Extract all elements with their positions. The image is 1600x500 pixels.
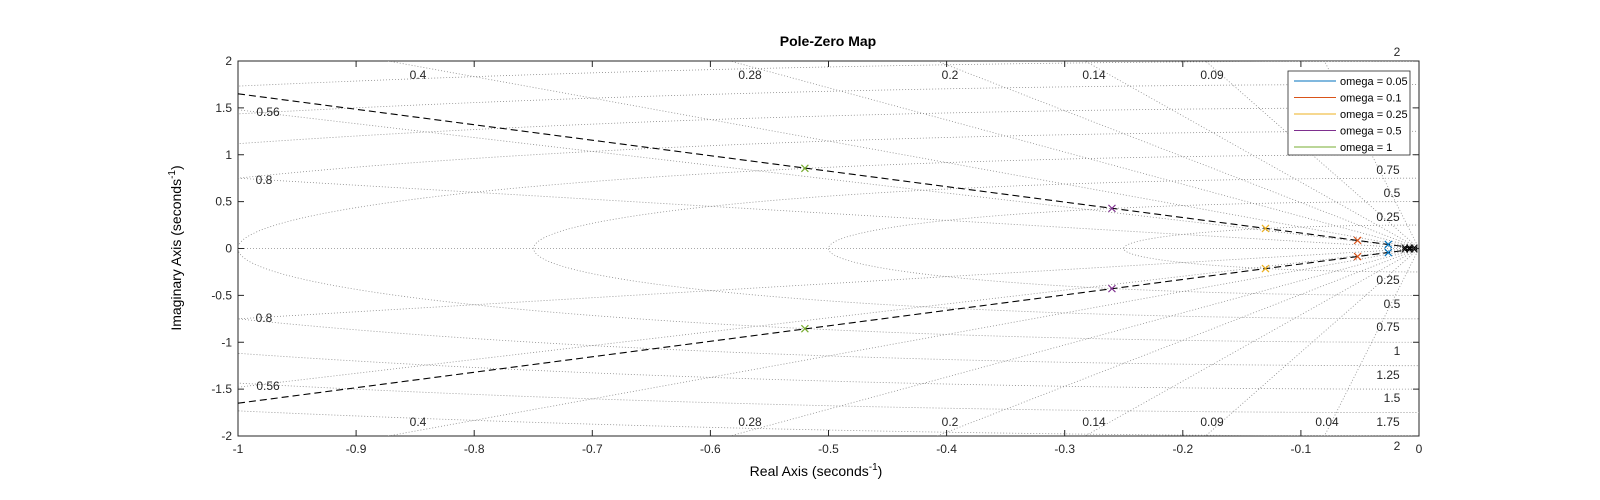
x-tick-label: 0 <box>1416 442 1423 456</box>
origin-pole-marker <box>1406 244 1413 251</box>
damping-ray <box>936 248 1419 436</box>
damping-ray <box>238 177 1419 249</box>
pole-marker <box>1108 284 1116 293</box>
damping-ray <box>238 109 1419 249</box>
frequency-label: 0.75 <box>1376 320 1400 334</box>
damping-label: 0.56 <box>256 379 280 393</box>
origin-pole-marker <box>1406 246 1413 253</box>
frequency-label: 0.75 <box>1376 163 1400 177</box>
y-tick-label: -1.5 <box>211 382 232 396</box>
frequency-label: 1.25 <box>1376 368 1400 382</box>
x-tick-label: -0.5 <box>818 442 839 456</box>
origin-pole-marker <box>1401 244 1409 251</box>
damping-label: 0.2 <box>942 415 959 429</box>
damping-ray <box>388 248 1419 436</box>
damping-label: 0.56 <box>256 105 280 119</box>
y-tick-label: -0.5 <box>211 288 232 302</box>
y-tick-label: -1 <box>221 335 232 349</box>
legend-entry: omega = 0.5 <box>1340 126 1401 138</box>
frequency-label: 0.25 <box>1376 210 1400 224</box>
x-tick-label: -1 <box>233 442 244 456</box>
frequency-arc <box>238 154 1419 343</box>
damping-ray <box>1324 248 1419 436</box>
frequency-arc <box>532 177 1419 320</box>
legend-box <box>1287 70 1411 156</box>
damping-frequency-grid <box>238 61 1419 436</box>
x-tick-label: -0.7 <box>582 442 603 456</box>
frequency-label: 1 <box>1394 344 1401 358</box>
data-layer <box>237 93 1420 404</box>
frequency-arc <box>1123 224 1419 273</box>
pole-marker <box>800 324 809 333</box>
pole-marker <box>1384 248 1393 257</box>
frequency-label: 1.5 <box>1384 391 1401 405</box>
pole-marker <box>1261 224 1270 233</box>
damping-ray <box>1084 248 1419 436</box>
grid-labels: 0.56 0.56 0.8 0.8 0.4 0.4 0.28 0.28 0.2 0.2 0.14 0.… <box>256 45 1401 453</box>
pole-marker <box>1353 252 1362 261</box>
pole-marker <box>1261 264 1270 273</box>
damping-label: 0.09 <box>1200 68 1224 82</box>
damping-label: 0.14 <box>1082 415 1106 429</box>
x-tick-label: -0.6 <box>700 442 721 456</box>
damping-ray <box>388 61 1419 249</box>
y-tick-label: 2 <box>225 54 232 68</box>
origin-pole-marker <box>1410 244 1418 251</box>
damping-label: 0.4 <box>410 415 427 429</box>
legend: omega = 0.05 omega = 0.1 omega = 0.25 omega… <box>1287 70 1411 156</box>
damping-label: 0.28 <box>738 68 762 82</box>
dashed-reference-line <box>237 247 1420 404</box>
damping-label: 0.04 <box>1315 415 1339 429</box>
damping-label: 0.28 <box>738 415 762 429</box>
x-tick-label: -0.9 <box>346 442 367 456</box>
damping-ray <box>729 248 1419 436</box>
frequency-arc <box>238 107 1419 390</box>
y-tick-label: -2 <box>221 429 232 443</box>
frequency-label: 2 <box>1394 439 1401 453</box>
damping-label: 0.2 <box>942 68 959 82</box>
legend-entry: omega = 0.05 <box>1340 76 1408 88</box>
x-tick-label: -0.1 <box>1291 442 1312 456</box>
damping-ray <box>238 248 1419 388</box>
legend-entry: omega = 0.1 <box>1340 93 1401 105</box>
y-axis-label: Imaginary Axis (seconds-1) <box>167 165 184 330</box>
axes: -1 -0.9 -0.8 -0.7 -0.6 -0.5 -0.4 -0.3 -0.2 -0.1 0 -… <box>211 54 1422 456</box>
x-tick-label: -0.2 <box>1172 442 1193 456</box>
x-tick-label: -0.8 <box>464 442 485 456</box>
y-tick-label: 1.5 <box>215 101 232 115</box>
damping-label: 0.8 <box>256 311 273 325</box>
x-tick-label: -0.3 <box>1054 442 1075 456</box>
frequency-label: 2 <box>1394 45 1401 59</box>
damping-label: 0.8 <box>256 173 273 187</box>
x-tick-label: -0.4 <box>936 442 957 456</box>
damping-label: 0.4 <box>410 68 427 82</box>
chart-title: Pole-Zero Map <box>780 33 876 49</box>
damping-ray <box>729 61 1419 249</box>
x-axis-label: Real Axis (seconds-1) <box>750 462 883 479</box>
pole-marker <box>1353 236 1362 245</box>
damping-label: 0.09 <box>1200 415 1224 429</box>
y-tick-label: 1 <box>225 148 232 162</box>
frequency-label: 1.75 <box>1376 415 1400 429</box>
damping-label: 0.14 <box>1082 68 1106 82</box>
pole-marker <box>800 164 809 173</box>
origin-pole-marker <box>1401 246 1409 253</box>
damping-ray <box>936 61 1419 249</box>
damping-ray <box>238 248 1419 320</box>
damping-ray <box>1084 61 1419 249</box>
pole-marker <box>1384 240 1393 249</box>
pole-marker <box>1108 204 1116 213</box>
frequency-label: 0.5 <box>1384 297 1401 311</box>
frequency-label: 0.5 <box>1384 186 1401 200</box>
y-tick-label: 0.5 <box>215 195 232 209</box>
legend-entry: omega = 1 <box>1340 142 1392 154</box>
legend-entry: omega = 0.25 <box>1340 109 1408 121</box>
y-tick-label: 0 <box>225 242 232 256</box>
frequency-label: 0.25 <box>1376 273 1400 287</box>
origin-pole-marker <box>1410 246 1418 253</box>
dashed-reference-line <box>237 93 1420 250</box>
